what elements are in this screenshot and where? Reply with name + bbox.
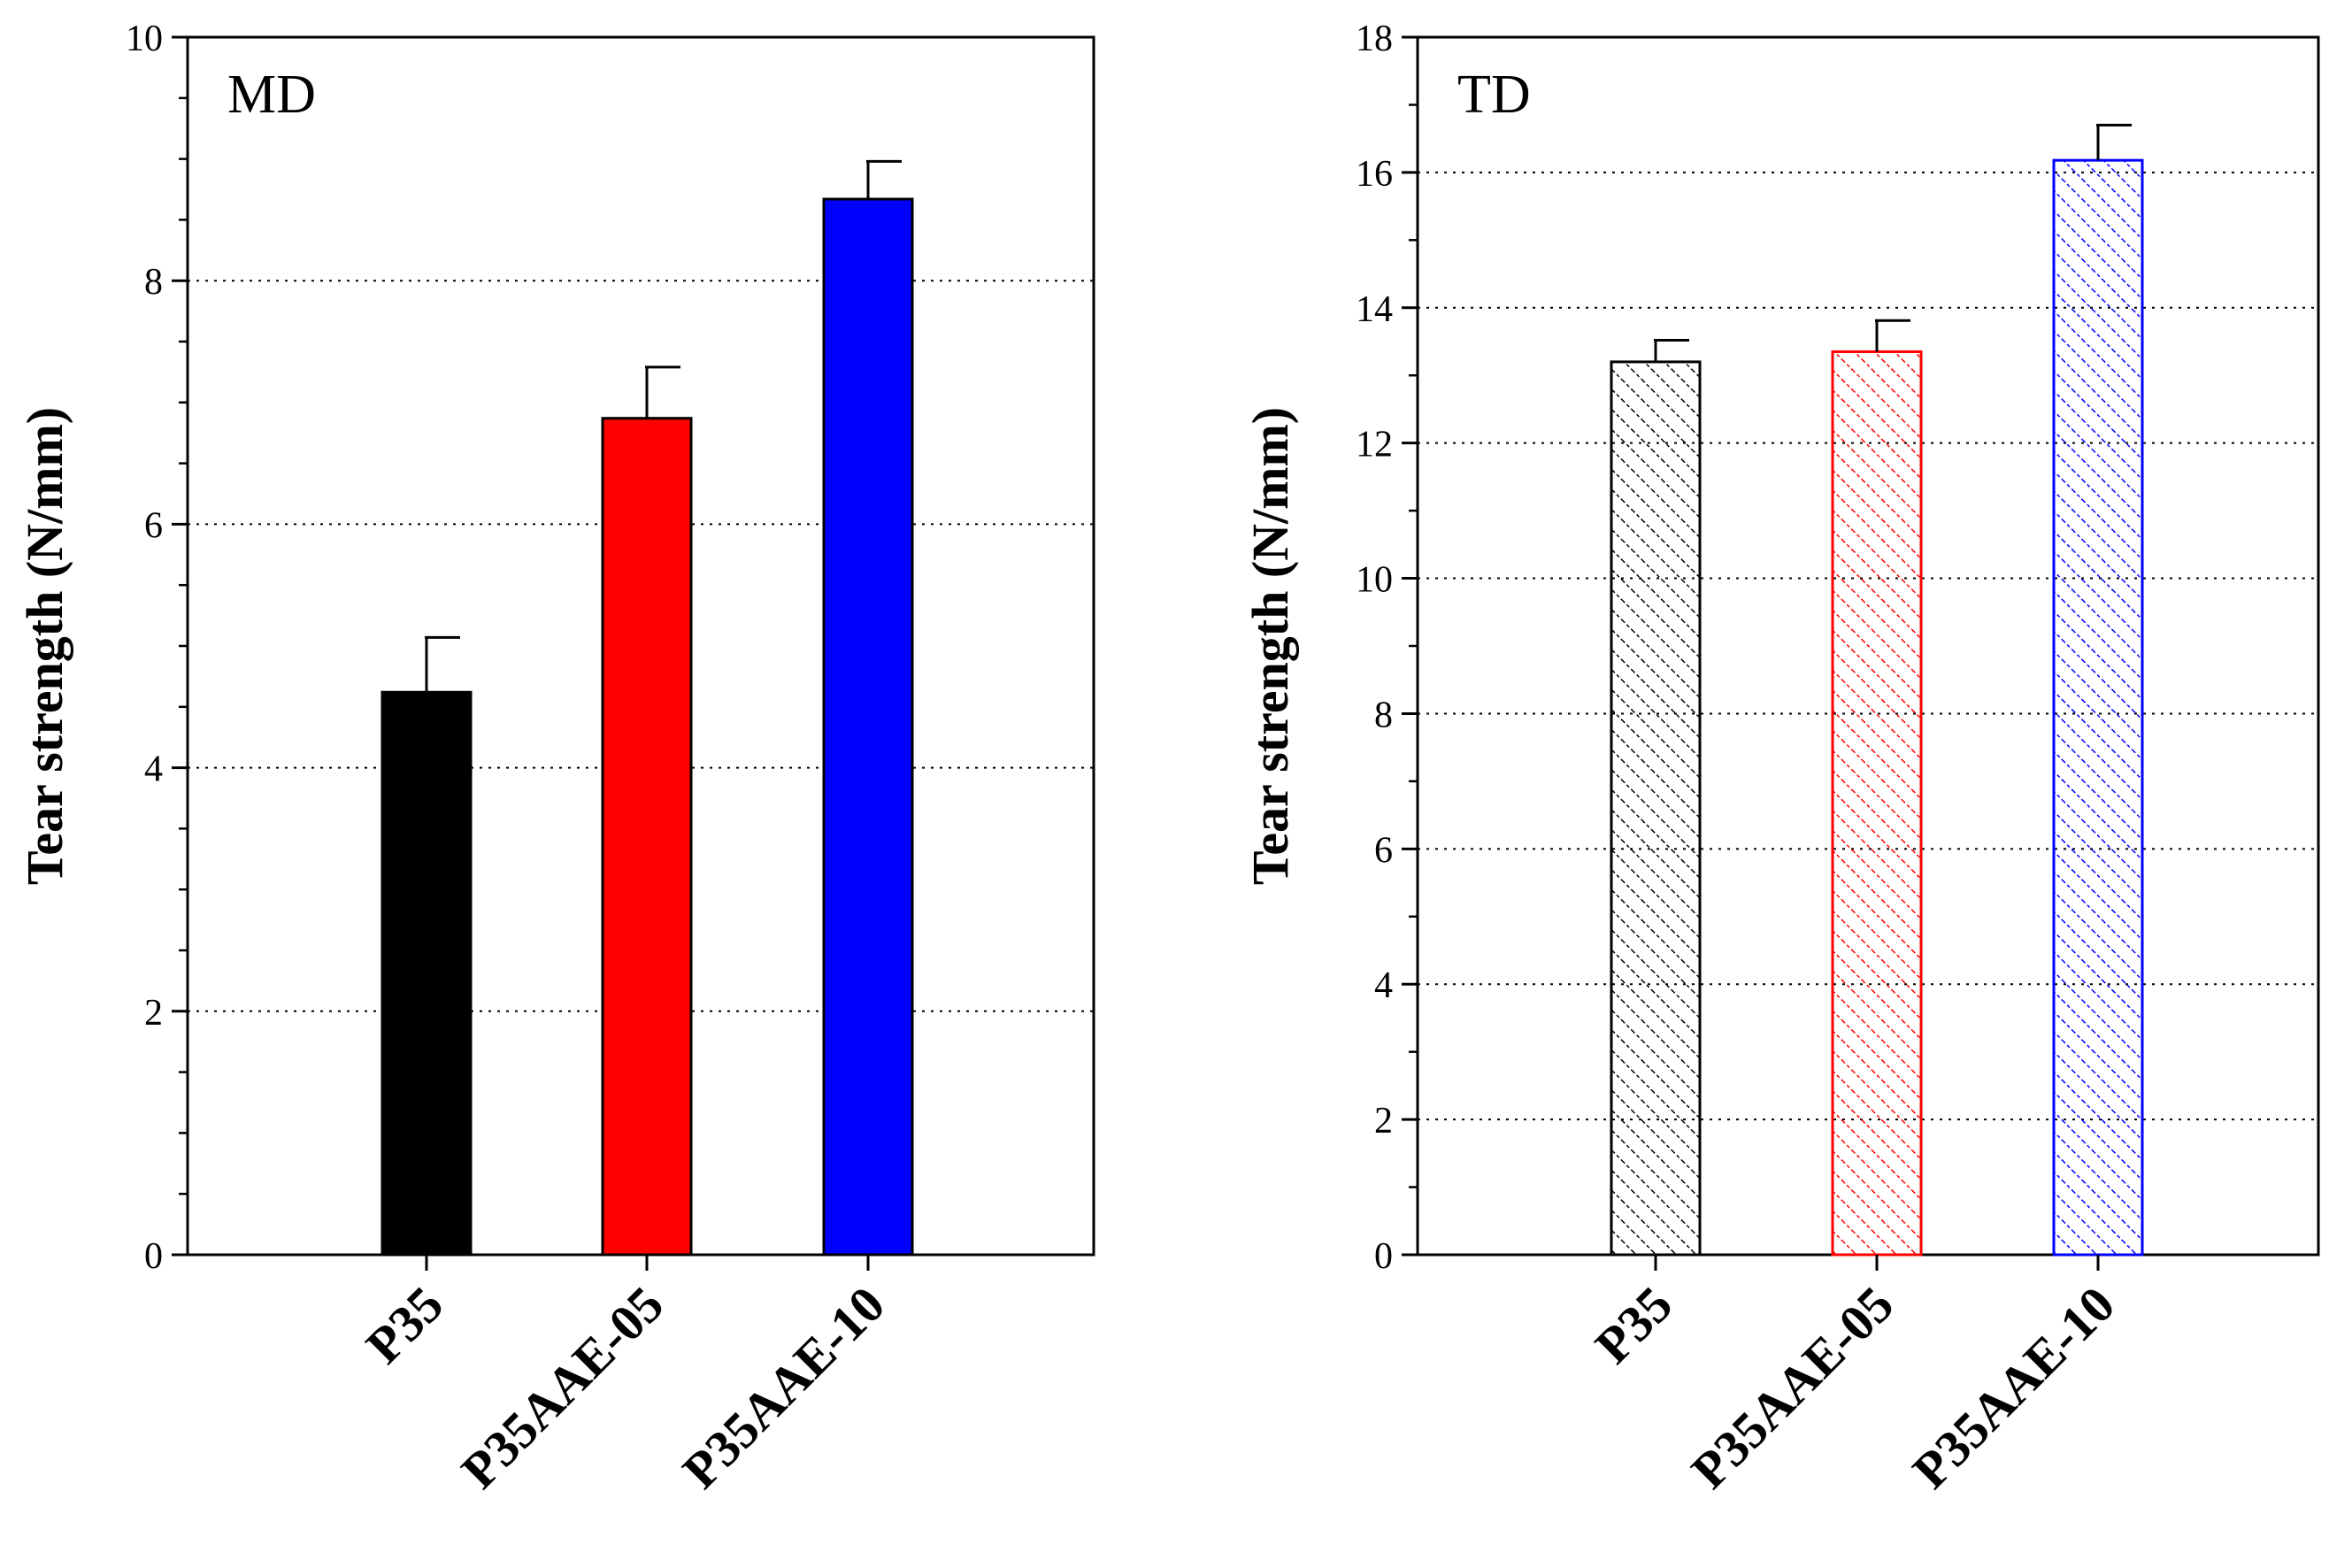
bar: [1831, 350, 1923, 1257]
y-axis-title: Tear strength (N/mm): [16, 407, 73, 885]
panel-label: MD: [227, 65, 316, 125]
x-tick-label: P35: [1584, 1275, 1683, 1374]
y-tick-label: 0: [144, 1236, 163, 1277]
y-tick-label: 0: [1374, 1236, 1393, 1277]
bar: [601, 417, 693, 1257]
bar: [822, 197, 914, 1257]
y-axis-title: Tear strength (N/mm): [1241, 407, 1299, 885]
y-tick-label: 12: [1356, 425, 1393, 465]
y-tick-label: 8: [144, 262, 163, 303]
y-tick-label: 2: [144, 993, 163, 1034]
y-tick-label: 2: [1374, 1101, 1393, 1141]
bar: [2052, 158, 2144, 1257]
panel-label: TD: [1457, 65, 1531, 125]
y-tick-label: 10: [1356, 560, 1393, 601]
y-tick-label: 8: [1374, 695, 1393, 735]
y-tick-label: 16: [1356, 154, 1393, 195]
y-tick-label: 10: [126, 19, 163, 59]
x-tick-label: P35: [355, 1275, 454, 1374]
y-tick-label: 6: [144, 505, 163, 546]
y-tick-label: 4: [144, 749, 163, 790]
y-tick-label: 4: [1374, 965, 1393, 1006]
chart-panel-md: 0 2 4 6 8 10 Tear strength (N/mm) MD P35P35AAE-0…: [16, 19, 1095, 1500]
chart-panel-td: 0 2 4 6 8 10 12 14 16 18 Tear strength (N/mm) TD P35…: [1241, 19, 2320, 1500]
x-tick-label: P35AAE-05: [450, 1275, 674, 1499]
y-tick-label: 14: [1356, 289, 1393, 330]
x-tick-label: P35AAE-10: [672, 1275, 895, 1499]
x-tick-label: P35AAE-05: [1680, 1275, 1904, 1499]
bar: [380, 690, 473, 1257]
y-tick-label: 6: [1374, 830, 1393, 871]
y-tick-label: 18: [1356, 19, 1393, 59]
bar: [1610, 360, 1702, 1257]
x-tick-label: P35AAE-10: [1902, 1275, 2125, 1499]
